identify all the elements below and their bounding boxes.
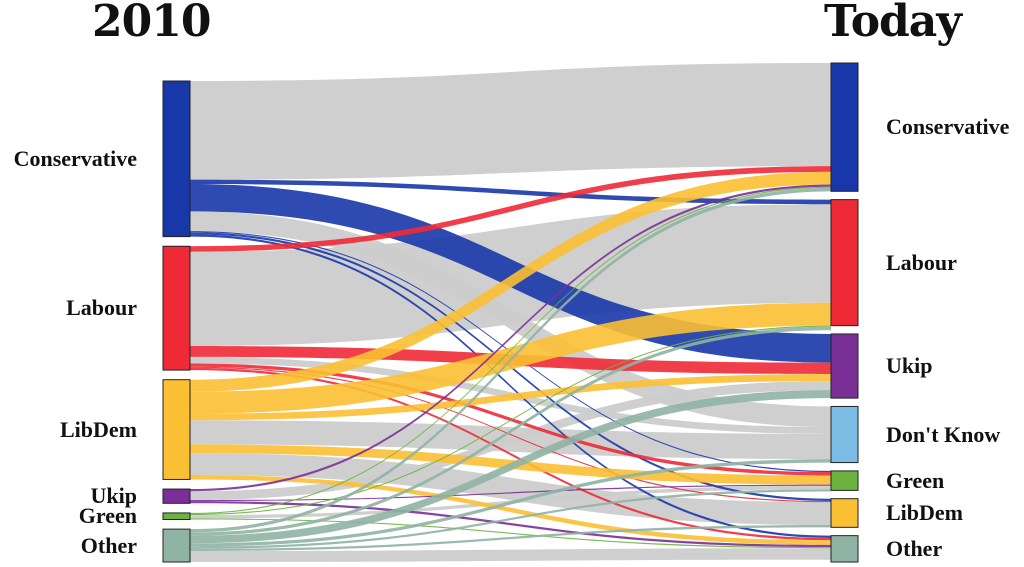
flow-con-to-other [190,234,831,538]
flow-other-to-dk [190,459,831,547]
right-node-lab [830,199,859,327]
flow-other-to-ld [190,525,831,552]
flow-lab-to-ld [190,366,831,503]
flow-ld-to-ukip [190,374,831,421]
flow-lab-to-other [190,367,831,541]
left-node-label-ld: LibDem [60,416,137,442]
right-node-label-ld: LibDem [886,500,963,525]
sankey-nodes [162,62,859,563]
right-node-label-ukip: Ukip [886,353,933,379]
left-node-label-con: Conservative [13,145,137,171]
right-node-label-green: Green [886,467,945,493]
flow-green-to-lab [190,325,831,516]
right-column-title: Today [824,0,962,47]
left-node-label-green: Green [78,503,137,529]
flow-other-to-ukip [190,390,831,544]
left-node-ld [162,379,191,480]
right-node-ld [830,498,859,528]
flow-ld-to-ld [190,453,831,526]
left-node-con [162,80,191,238]
right-node-other [830,535,859,563]
flow-green-to-other [190,518,831,549]
flow-other-to-other [190,548,831,562]
flow-ukip-to-con [190,184,831,492]
right-node-ukip [830,333,859,399]
right-node-label-con: Conservative [886,114,1010,140]
flow-ukip-to-ukip [190,380,831,501]
flow-ld-to-lab [190,302,831,414]
right-node-con [830,62,859,192]
left-node-lab [162,245,191,371]
sankey-links [190,63,831,562]
left-node-other [162,528,191,563]
left-node-label-ukip: Ukip [90,483,137,509]
right-node-label-other: Other [886,535,943,561]
flow-ukip-to-green [190,484,831,502]
flow-lab-to-green [190,363,831,476]
flow-ld-to-con [190,171,831,392]
flow-other-to-con [190,187,831,533]
left-column-title: 2010 [92,0,211,47]
right-node-dk [830,405,859,464]
flow-lab-to-con [190,166,831,252]
right-node-label-lab: Labour [886,249,957,275]
flow-green-to-con [190,186,831,515]
left-node-ukip [162,488,191,504]
right-node-label-dk: Don't Know [886,421,1001,447]
left-node-green [162,512,191,521]
flow-other-to-lab [190,326,831,536]
left-node-label-lab: Labour [66,295,137,321]
flow-ukip-to-other [190,501,831,548]
flow-con-to-ukip [190,184,831,363]
right-node-green [830,470,859,491]
flow-con-to-con [190,63,831,180]
left-node-label-other: Other [80,532,137,558]
flow-other-to-green [190,489,831,549]
flow-ld-to-other [190,475,831,545]
